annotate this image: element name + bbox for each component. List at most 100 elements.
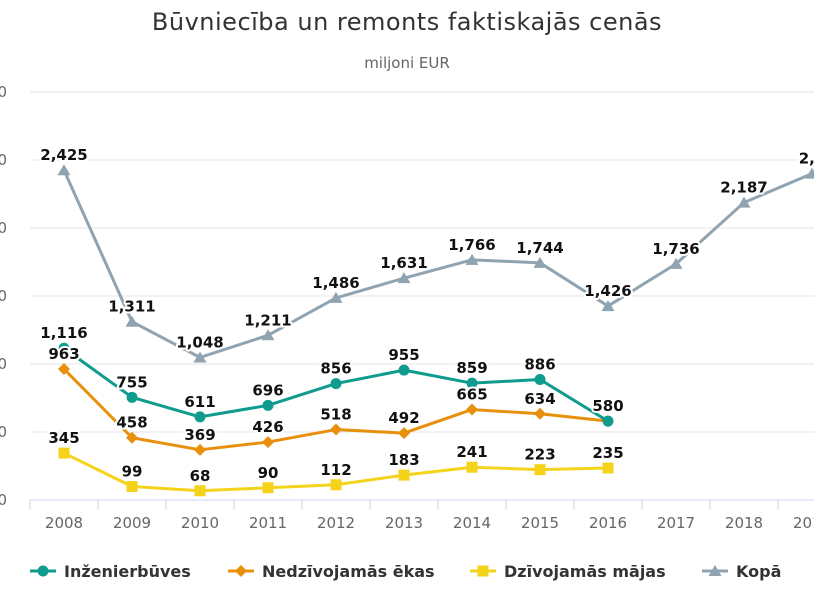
y-axis-ticks: 0 500 1,000 1,500 2,000 2,500 3,000 bbox=[0, 83, 7, 509]
x-tick-label: 2009 bbox=[113, 514, 151, 532]
data-label: 1,744 bbox=[516, 239, 563, 257]
series-3-point[interactable] bbox=[533, 256, 547, 268]
series-1-point[interactable] bbox=[398, 427, 410, 440]
y-tick-label: 2,000 bbox=[0, 219, 7, 237]
series-2-point[interactable] bbox=[534, 464, 546, 476]
series-2-point[interactable] bbox=[262, 482, 274, 494]
series-2-point[interactable] bbox=[126, 481, 138, 493]
series-3-point[interactable] bbox=[329, 291, 343, 303]
series-0-point[interactable] bbox=[194, 411, 206, 423]
data-label: 90 bbox=[258, 464, 279, 482]
x-tick-label: 2013 bbox=[385, 514, 423, 532]
legend-item-0[interactable]: Inženierbūves bbox=[30, 562, 191, 581]
series-0-point[interactable] bbox=[602, 415, 614, 427]
data-label: 345 bbox=[48, 429, 79, 447]
legend-label: Kopā bbox=[736, 562, 781, 581]
data-label: 856 bbox=[320, 360, 351, 378]
data-label: 1,311 bbox=[108, 298, 155, 316]
legend-item-1[interactable]: Nedzīvojamās ēkas bbox=[228, 562, 435, 581]
series-0-point[interactable] bbox=[466, 377, 478, 389]
series-1-point[interactable] bbox=[126, 431, 138, 444]
series-1-point[interactable] bbox=[262, 436, 274, 449]
series-2-point[interactable] bbox=[330, 479, 342, 491]
series-3-point[interactable] bbox=[57, 164, 71, 176]
series-3-point[interactable] bbox=[465, 253, 479, 265]
data-label: 1,766 bbox=[448, 236, 495, 254]
data-label: 1,631 bbox=[380, 254, 427, 272]
series-lines bbox=[62, 168, 814, 493]
data-label: 369 bbox=[184, 426, 215, 444]
data-label: 458 bbox=[116, 414, 147, 432]
y-tick-label: 1,000 bbox=[0, 355, 7, 373]
data-label: 241 bbox=[456, 443, 487, 461]
data-label: 755 bbox=[116, 373, 147, 391]
data-label: 183 bbox=[388, 451, 419, 469]
data-label: 665 bbox=[456, 386, 487, 404]
series-3-line[interactable] bbox=[62, 168, 814, 359]
x-tick-label: 2010 bbox=[181, 514, 219, 532]
series-0-point[interactable] bbox=[534, 374, 546, 386]
series-2-point[interactable] bbox=[398, 469, 410, 481]
series-2-point[interactable] bbox=[602, 462, 614, 474]
series-3-point[interactable] bbox=[601, 300, 615, 312]
series-2-point[interactable] bbox=[466, 461, 478, 473]
series-1-point[interactable] bbox=[58, 363, 70, 376]
data-label: 634 bbox=[524, 390, 555, 408]
series-1-point[interactable] bbox=[330, 423, 342, 436]
chart-subtitle: miljoni EUR bbox=[364, 54, 450, 72]
y-tick-label: 1,500 bbox=[0, 287, 7, 305]
series-1-point[interactable] bbox=[534, 407, 546, 420]
x-tick-label: 2016 bbox=[589, 514, 627, 532]
data-label: 696 bbox=[252, 381, 283, 399]
x-tick-label: 2012 bbox=[317, 514, 355, 532]
series-markers bbox=[57, 164, 814, 497]
x-tick-label: 2015 bbox=[521, 514, 559, 532]
series-0-point[interactable] bbox=[330, 378, 342, 390]
y-tick-label: 2,500 bbox=[0, 151, 7, 169]
series-3-point[interactable] bbox=[805, 167, 814, 179]
series-2-point[interactable] bbox=[194, 485, 206, 497]
legend-label: Inženierbūves bbox=[64, 562, 191, 581]
data-label: 1,116 bbox=[40, 324, 87, 342]
x-tick-label: 2011 bbox=[249, 514, 287, 532]
data-label: 1,426 bbox=[584, 282, 631, 300]
x-axis-ticks: 2008 2009 2010 2011 2012 2013 2014 2015 2016 2017… bbox=[29, 500, 814, 532]
legend-marker bbox=[477, 565, 489, 577]
grid-lines bbox=[30, 91, 814, 501]
legend-item-2[interactable]: Dzīvojamās mājas bbox=[470, 562, 666, 581]
data-label: 1,736 bbox=[652, 240, 699, 258]
legend-item-3[interactable]: Kopā bbox=[702, 562, 781, 581]
data-label: 99 bbox=[122, 463, 143, 481]
data-label: 2,3 bbox=[799, 150, 814, 168]
y-tick-label: 0 bbox=[0, 491, 7, 509]
series-1-point[interactable] bbox=[466, 403, 478, 416]
data-label: 2,425 bbox=[40, 146, 87, 164]
data-label: 426 bbox=[252, 418, 283, 436]
series-3-point[interactable] bbox=[125, 315, 139, 327]
series-0-point[interactable] bbox=[262, 399, 274, 411]
data-label: 518 bbox=[320, 406, 351, 424]
data-label: 1,211 bbox=[244, 311, 291, 329]
series-0-point[interactable] bbox=[398, 364, 410, 376]
data-label: 955 bbox=[388, 346, 419, 364]
legend-marker bbox=[37, 565, 49, 577]
series-1-point[interactable] bbox=[194, 443, 206, 456]
series-3-point[interactable] bbox=[193, 351, 207, 363]
x-tick-label: 2008 bbox=[45, 514, 83, 532]
data-label: 859 bbox=[456, 359, 487, 377]
chart-title: Būvniecība un remonts faktiskajās cenās bbox=[151, 8, 663, 36]
series-0-point[interactable] bbox=[126, 391, 138, 403]
x-tick-label: 2019 bbox=[793, 514, 814, 532]
series-3-point[interactable] bbox=[669, 257, 683, 269]
data-label: 886 bbox=[524, 356, 555, 374]
series-2-point[interactable] bbox=[58, 447, 70, 459]
series-0-point[interactable] bbox=[58, 342, 70, 354]
data-label: 68 bbox=[190, 467, 211, 485]
x-tick-label: 2014 bbox=[453, 514, 491, 532]
series-3-point[interactable] bbox=[397, 272, 411, 284]
series-3-point[interactable] bbox=[261, 329, 275, 341]
series-3-point[interactable] bbox=[737, 196, 751, 208]
data-label: 963 bbox=[48, 345, 79, 363]
y-tick-label: 3,000 bbox=[0, 83, 7, 101]
